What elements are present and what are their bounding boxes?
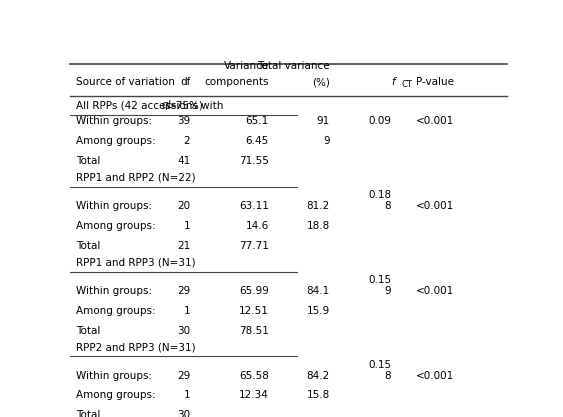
Text: Total: Total	[75, 326, 100, 336]
Text: 12.51: 12.51	[239, 306, 269, 316]
Text: Total: Total	[75, 410, 100, 417]
Text: 14.6: 14.6	[245, 221, 269, 231]
Text: Total: Total	[75, 241, 100, 251]
Text: Source of variation: Source of variation	[75, 77, 175, 87]
Text: 0.09: 0.09	[368, 116, 391, 126]
Text: 15.8: 15.8	[307, 390, 330, 400]
Text: <0.001: <0.001	[416, 201, 454, 211]
Text: CT: CT	[402, 80, 413, 89]
Text: 8: 8	[385, 371, 391, 381]
Text: 9: 9	[323, 136, 330, 146]
Text: 6.45: 6.45	[245, 136, 269, 146]
Text: All RPPs (42 accessions with: All RPPs (42 accessions with	[75, 100, 226, 111]
Text: 12.34: 12.34	[239, 390, 269, 400]
Text: 1: 1	[184, 221, 190, 231]
Text: 81.2: 81.2	[307, 201, 330, 211]
Text: 30: 30	[177, 410, 190, 417]
Text: 1: 1	[184, 390, 190, 400]
Text: RPP1 and RPP3 (N=31): RPP1 and RPP3 (N=31)	[75, 257, 195, 267]
Text: 8: 8	[385, 201, 391, 211]
Text: Within groups:: Within groups:	[75, 116, 152, 126]
Text: RPP1 and RPP2 (N=22): RPP1 and RPP2 (N=22)	[75, 173, 195, 183]
Text: 84.1: 84.1	[307, 286, 330, 296]
Text: Among groups:: Among groups:	[75, 221, 155, 231]
Text: Within groups:: Within groups:	[75, 201, 152, 211]
Text: Total: Total	[75, 156, 100, 166]
Text: 30: 30	[177, 326, 190, 336]
Text: 0.15: 0.15	[368, 275, 391, 285]
Text: 84.2: 84.2	[307, 371, 330, 381]
Text: 78.51: 78.51	[239, 326, 269, 336]
Text: 77.71: 77.71	[239, 241, 269, 251]
Text: <0.001: <0.001	[416, 371, 454, 381]
Text: Within groups:: Within groups:	[75, 286, 152, 296]
Text: 91: 91	[317, 116, 330, 126]
Text: 2: 2	[184, 136, 190, 146]
Text: Total variance: Total variance	[257, 61, 330, 71]
Text: 21: 21	[177, 241, 190, 251]
Text: <0.001: <0.001	[416, 116, 454, 126]
Text: 65.1: 65.1	[245, 116, 269, 126]
Text: 41: 41	[177, 156, 190, 166]
Text: 18.8: 18.8	[307, 221, 330, 231]
Text: Within groups:: Within groups:	[75, 371, 152, 381]
Text: 0.15: 0.15	[368, 359, 391, 369]
Text: 39: 39	[177, 116, 190, 126]
Text: <0.001: <0.001	[416, 286, 454, 296]
Text: 71.55: 71.55	[239, 156, 269, 166]
Text: Among groups:: Among groups:	[75, 390, 155, 400]
Text: 15.9: 15.9	[307, 306, 330, 316]
Text: 9: 9	[385, 286, 391, 296]
Text: Variance: Variance	[224, 61, 269, 71]
Text: f: f	[391, 77, 395, 87]
Text: ql: ql	[162, 100, 171, 111]
Text: Among groups:: Among groups:	[75, 306, 155, 316]
Text: 63.11: 63.11	[239, 201, 269, 211]
Text: 65.58: 65.58	[239, 371, 269, 381]
Text: Among groups:: Among groups:	[75, 136, 155, 146]
Text: 65.99: 65.99	[239, 286, 269, 296]
Text: 29: 29	[177, 371, 190, 381]
Text: 0.18: 0.18	[368, 190, 391, 200]
Text: P-value: P-value	[417, 77, 454, 87]
Text: 29: 29	[177, 286, 190, 296]
Text: >75%): >75%)	[168, 100, 204, 111]
Text: components: components	[204, 77, 269, 87]
Text: df: df	[180, 77, 190, 87]
Text: 20: 20	[177, 201, 190, 211]
Text: 1: 1	[184, 306, 190, 316]
Text: (%): (%)	[312, 77, 330, 87]
Text: RPP2 and RPP3 (N=31): RPP2 and RPP3 (N=31)	[75, 342, 195, 352]
